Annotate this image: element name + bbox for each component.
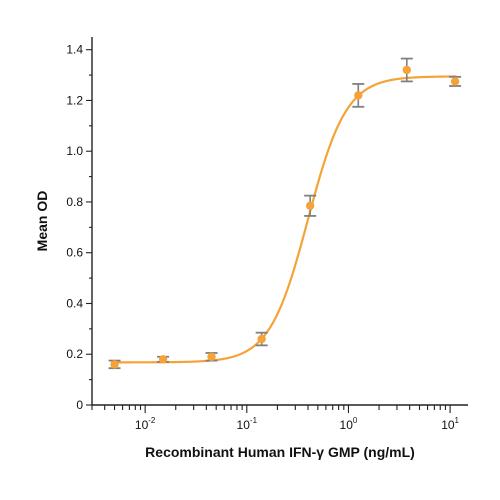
data-point bbox=[158, 355, 168, 364]
y-ticks: 0 0.2 0.4 0.6 0.8 1.0 1.2 1.4 bbox=[66, 43, 92, 412]
y-tick-label: 1.4 bbox=[66, 43, 83, 57]
data-point bbox=[305, 201, 315, 210]
y-tick-label: 0.4 bbox=[66, 296, 83, 310]
data-point bbox=[207, 352, 216, 361]
x-tick-label: 100 bbox=[340, 416, 358, 432]
data-point bbox=[257, 334, 266, 344]
axes bbox=[91, 37, 468, 406]
error-bars-layer bbox=[108, 57, 462, 370]
x-tick-label: 10-1 bbox=[237, 416, 258, 432]
y-axis-title: Mean OD bbox=[34, 191, 50, 252]
y-tick-label: 0.8 bbox=[66, 195, 83, 209]
x-tick-label: 101 bbox=[441, 416, 459, 432]
fit-curve bbox=[112, 75, 457, 364]
y-tick-label: 1.2 bbox=[66, 93, 83, 107]
y-tick-label: 0.6 bbox=[66, 246, 83, 260]
data-point bbox=[450, 77, 460, 86]
y-tick-label: 1.0 bbox=[66, 144, 83, 158]
y-tick-label: 0 bbox=[76, 398, 83, 412]
fit-curve-layer bbox=[112, 75, 457, 364]
x-ticks: 10-2 10-1 100 101 bbox=[91, 405, 460, 432]
data-point bbox=[110, 360, 119, 369]
y-tick-label: 0.2 bbox=[66, 347, 83, 361]
data-point bbox=[354, 91, 363, 100]
x-axis-title: Recombinant Human IFN-γ GMP (ng/mL) bbox=[145, 444, 415, 460]
data-points-layer bbox=[110, 65, 460, 369]
x-tick-label: 10-2 bbox=[135, 416, 156, 432]
data-point bbox=[402, 65, 412, 75]
